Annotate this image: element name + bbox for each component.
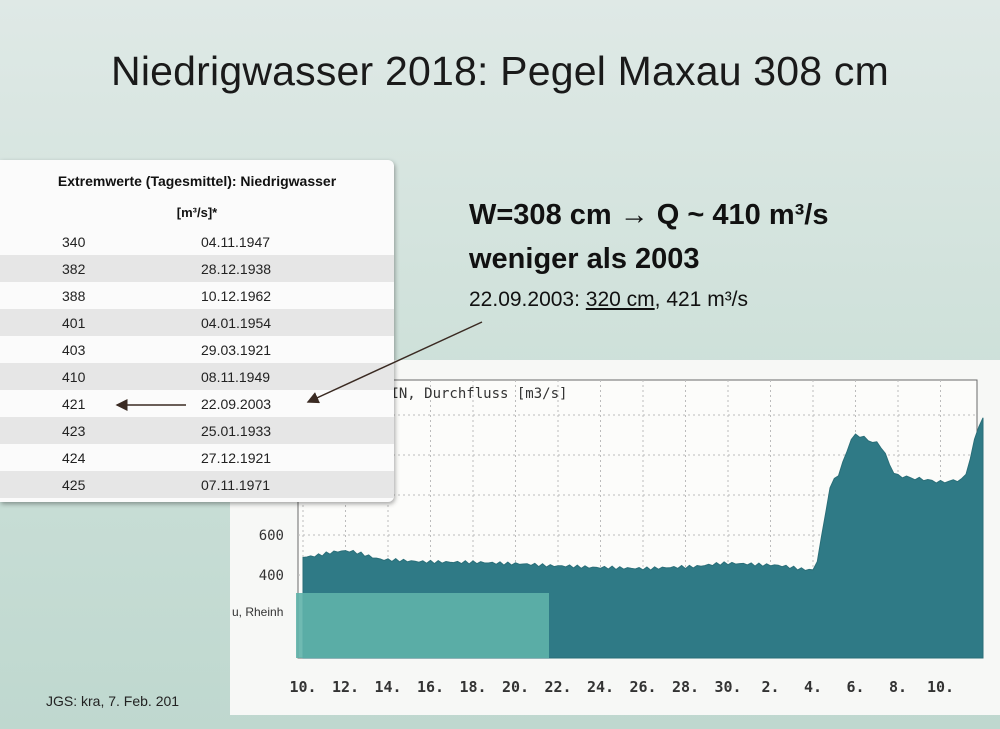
- row-date: 22.09.2003: [201, 395, 272, 412]
- row-value: 388: [62, 287, 86, 304]
- x-tick-label: 16.: [417, 678, 444, 696]
- annotation-detail-underlined: 320 cm: [585, 288, 655, 311]
- row-date: 25.01.1933: [201, 422, 272, 439]
- table-row: 421 22.09.2003: [0, 390, 394, 417]
- row-value: 401: [62, 314, 86, 331]
- x-tick-label: 12.: [332, 678, 359, 696]
- row-date: 10.12.1962: [201, 287, 272, 304]
- annotation-detail-prefix: 22.09.2003:: [469, 288, 586, 311]
- y-tick-label: 600: [259, 528, 284, 544]
- table-row: 401 04.01.1954: [0, 309, 394, 336]
- row-value: 425: [62, 476, 86, 493]
- row-date: 04.11.1947: [201, 233, 271, 250]
- pointer-arrow: [306, 321, 483, 404]
- table-row: 340 04.11.1947: [0, 228, 394, 255]
- row-value: 423: [62, 422, 86, 439]
- x-tick-label: 26.: [629, 678, 656, 696]
- row-value: 421: [62, 395, 86, 412]
- station-label: u, Rheinh: [232, 605, 283, 619]
- table-row: 410 08.11.1949: [0, 363, 394, 390]
- annotation-headline: W=308 cm → Q ~ 410 m³/s: [469, 199, 829, 231]
- footer-credit: JGS: kra, 7. Feb. 201: [46, 693, 180, 709]
- highlight-box: [296, 593, 549, 658]
- y-tick-label: 400: [259, 568, 284, 584]
- x-tick-label: 14.: [374, 678, 401, 696]
- chart-title: EIN, Durchfluss [m3/s]: [382, 386, 567, 402]
- x-tick-label: 8.: [889, 678, 907, 696]
- table-row: 425 07.11.1971: [0, 471, 394, 498]
- annotation-subline: weniger als 2003: [469, 243, 700, 275]
- row-value: 403: [62, 341, 86, 358]
- x-tick-label: 28.: [672, 678, 699, 696]
- slide-title: Niedrigwasser 2018: Pegel Maxau 308 cm: [111, 48, 889, 94]
- row-value: 410: [62, 368, 86, 385]
- table-row: 388 10.12.1962: [0, 282, 394, 309]
- row-date: 04.01.1954: [201, 314, 272, 331]
- x-tick-label: 20.: [502, 678, 529, 696]
- table-row: 382 28.12.1938: [0, 255, 394, 282]
- row-date: 28.12.1938: [201, 260, 272, 277]
- row-date: 08.11.1949: [201, 368, 271, 385]
- x-tick-label: 4.: [804, 678, 822, 696]
- x-tick-label: 30.: [714, 678, 741, 696]
- low-water-table: Extremwerte (Tagesmittel): Niedrigwasser…: [0, 160, 394, 502]
- x-tick-label: 6.: [846, 678, 864, 696]
- x-tick-label: 10.: [289, 678, 316, 696]
- table-row: 403 29.03.1921: [0, 336, 394, 363]
- row-date: 29.03.1921: [201, 341, 272, 358]
- row-value: 424: [62, 449, 86, 466]
- x-tick-label: 24.: [587, 678, 614, 696]
- annotation-detail: 22.09.2003: 320 cm, 421 m³/s: [469, 288, 748, 312]
- row-value: 340: [62, 233, 86, 250]
- row-date: 27.12.1921: [201, 449, 272, 466]
- row-value: 382: [62, 260, 86, 277]
- x-tick-label: 22.: [544, 678, 571, 696]
- table-row: 423 25.01.1933: [0, 417, 394, 444]
- x-tick-label: 10.: [927, 678, 954, 696]
- row-date: 07.11.1971: [201, 476, 271, 493]
- chart-svg: 400 600 10. 12. 14. 16. 18. 20. 22. 24. 26. 28. 30. 2…: [232, 379, 984, 696]
- table-row: 424 27.12.1921: [0, 444, 394, 471]
- annotation-detail-suffix: , 421 m³/s: [654, 288, 749, 311]
- x-tick-label: 18.: [459, 678, 486, 696]
- table-title: Extremwerte (Tagesmittel): Niedrigwasser: [57, 173, 337, 189]
- x-tick-label: 2.: [761, 678, 779, 696]
- table-unit: [m³/s]*: [176, 205, 218, 220]
